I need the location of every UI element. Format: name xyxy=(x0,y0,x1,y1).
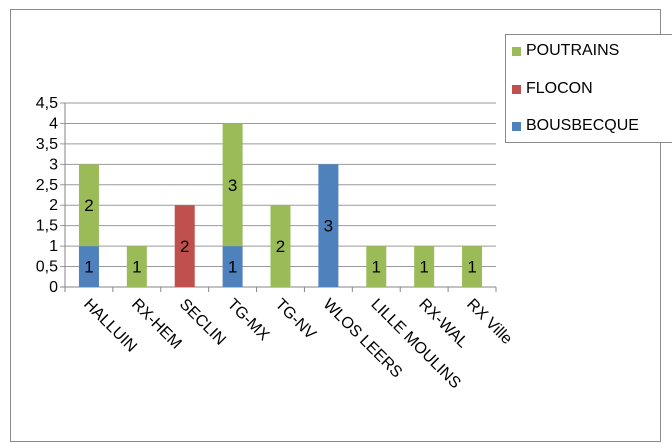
bar-poutrains xyxy=(462,246,483,287)
legend-item-flocon: FLOCON xyxy=(512,79,593,99)
bar-bousbecque xyxy=(222,246,243,287)
data-label: 1 xyxy=(228,258,237,277)
x-tick-label: RX Ville xyxy=(463,296,515,348)
data-label: 2 xyxy=(84,196,93,215)
y-tick-label: 3 xyxy=(49,156,58,173)
legend-item-bousbecque: BOUSBECQUE xyxy=(512,116,639,136)
data-label: 1 xyxy=(467,258,476,277)
legend-label-flocon: FLOCON xyxy=(526,80,593,97)
legend-swatch-flocon xyxy=(512,84,521,94)
y-tick-label: 1 xyxy=(49,238,58,255)
legend: POUTRAINS FLOCON BOUSBECQUE xyxy=(505,34,672,143)
data-label: 3 xyxy=(228,176,237,195)
y-tick-label: 0,5 xyxy=(36,259,58,276)
bar-poutrains xyxy=(126,246,147,287)
data-label: 1 xyxy=(84,258,93,277)
y-tick-label: 4 xyxy=(49,115,58,132)
legend-swatch-bousbecque xyxy=(512,121,521,131)
data-label: 1 xyxy=(132,258,141,277)
y-tick-label: 2,5 xyxy=(36,177,58,194)
bar-poutrains xyxy=(222,123,243,247)
data-label: 2 xyxy=(180,237,189,256)
x-tick-label: TG-MX xyxy=(224,296,273,345)
y-tick-label: 3,5 xyxy=(36,136,58,153)
data-label: 1 xyxy=(372,258,381,277)
data-label: 3 xyxy=(324,217,333,236)
bar-flocon xyxy=(174,205,195,287)
bar-poutrains xyxy=(366,246,387,287)
y-tick-label: 4,5 xyxy=(36,95,58,112)
legend-item-poutrains: POUTRAINS xyxy=(512,41,619,61)
y-tick-label: 0 xyxy=(49,279,58,296)
bar-poutrains xyxy=(270,205,291,287)
y-tick-label: 1,5 xyxy=(36,218,58,235)
bar-poutrains xyxy=(414,246,435,287)
data-label: 1 xyxy=(419,258,428,277)
x-tick-label: LILLE MOULINS xyxy=(367,296,463,392)
bar-bousbecque xyxy=(78,246,99,287)
legend-label-poutrains: POUTRAINS xyxy=(526,42,620,59)
legend-swatch-poutrains xyxy=(512,46,521,56)
data-label: 2 xyxy=(276,237,285,256)
bar-poutrains xyxy=(78,164,99,247)
bar-bousbecque xyxy=(318,164,339,287)
legend-label-bousbecque: BOUSBECQUE xyxy=(526,117,639,134)
y-tick-label: 2 xyxy=(49,197,58,214)
x-tick-label: TG-NV xyxy=(272,296,319,343)
